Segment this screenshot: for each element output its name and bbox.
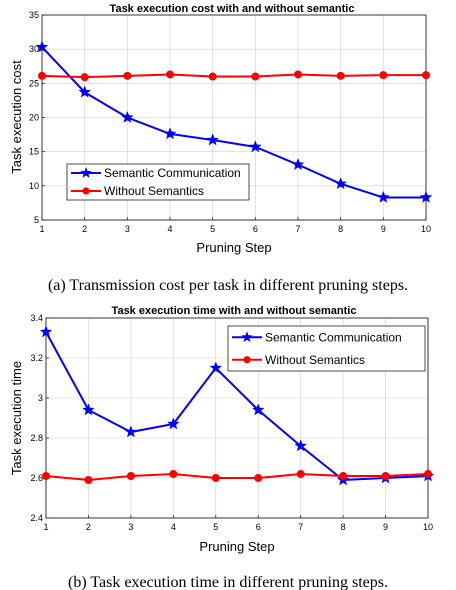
chart-cost-point-without-semantics [336, 71, 345, 80]
chart-cost-y-tick-label: 5 [34, 215, 39, 225]
chart-cost-title: Task execution cost with and without sem… [110, 3, 355, 15]
chart-cost-x-tick-label: 2 [82, 224, 87, 234]
chart-cost-y-tick-label: 25 [29, 78, 39, 88]
chart-cost-legend-label-semantic: Semantic Communication [104, 166, 241, 180]
chart-time-x-axis-label: Pruning Step [199, 539, 274, 554]
chart-cost-point-without-semantics [208, 72, 217, 81]
chart-cost-point-semantic [334, 177, 348, 190]
chart-time-point-semantic [166, 417, 180, 430]
chart-time-point-semantic [294, 439, 308, 452]
chart-time-x-tick-label: 3 [128, 522, 133, 532]
chart-cost-x-tick-label: 1 [39, 224, 44, 234]
chart-cost-point-semantic [376, 190, 390, 203]
chart-cost: Task execution cost with and without sem… [9, 3, 433, 294]
chart-time-y-tick-label: 3.4 [30, 313, 43, 323]
chart-cost-legend-box [66, 163, 250, 201]
chart-time-x-tick-label: 5 [213, 522, 218, 532]
chart-time-title: Task execution time with and without sem… [112, 305, 357, 317]
chart-cost-legend-label-without-semantics: Without Semantics [104, 184, 204, 198]
chart-time-y-axis-label: Task execution time [9, 361, 24, 475]
chart-cost-series-without-semantics-line [41, 73, 426, 79]
chart-cost-x-tick-label: 7 [295, 224, 300, 234]
chart-time-point-semantic [251, 403, 265, 416]
chart-cost-y-tick-label: 20 [29, 113, 39, 123]
chart-cost-series-semantic-line [41, 46, 426, 199]
chart-time-x-tick-label: 2 [86, 522, 91, 532]
chart-time-series-semantic-line [45, 331, 429, 481]
chart-time-point-semantic [39, 325, 53, 338]
chart-time-plot-frame [45, 317, 429, 519]
chart-time-point-semantic [209, 361, 223, 374]
chart-cost-point-without-semantics [421, 71, 430, 80]
chart-cost-point-semantic [248, 140, 262, 153]
chart-time-x-tick-label: 9 [383, 522, 388, 532]
chart-cost-point-without-semantics [251, 72, 260, 81]
chart-cost-point-semantic [291, 157, 305, 171]
chart-time-point-without-semantics [169, 469, 178, 478]
chart-time: Task execution time with and without sem… [9, 305, 435, 590]
chart-time-x-tick-label: 10 [423, 522, 433, 532]
chart-time-x-tick-label: 6 [256, 522, 261, 532]
chart-cost-point-semantic [120, 110, 134, 123]
chart-cost-point-without-semantics [165, 70, 174, 79]
chart-time-point-without-semantics [211, 473, 220, 482]
chart-time-point-without-semantics [381, 471, 390, 480]
chart-time-point-without-semantics [296, 469, 305, 478]
chart-time-legend-marker-semantic [241, 331, 253, 343]
chart-cost-point-without-semantics [80, 73, 89, 82]
chart-time-y-tick-label: 2.6 [30, 473, 43, 483]
chart-time-point-semantic [124, 425, 138, 438]
chart-cost-x-tick-label: 6 [253, 224, 258, 234]
chart-cost-point-semantic [419, 190, 433, 203]
chart-cost-x-tick-label: 3 [125, 224, 130, 234]
chart-cost-point-without-semantics [379, 71, 388, 80]
chart-time-caption: (b) Task execution time in different pru… [68, 574, 388, 590]
chart-cost-x-tick-label: 10 [421, 224, 431, 234]
chart-time-legend-label-without-semantics: Without Semantics [265, 353, 365, 367]
chart-time-y-tick-label: 3 [38, 393, 43, 403]
chart-cost-y-tick-label: 30 [29, 44, 39, 54]
chart-time-x-tick-label: 1 [43, 522, 48, 532]
chart-cost-point-without-semantics [38, 71, 47, 80]
chart-cost-point-semantic [78, 85, 92, 98]
chart-time-point-semantic [82, 403, 95, 416]
chart-cost-x-tick-label: 8 [338, 224, 343, 234]
chart-cost-point-semantic [163, 127, 177, 140]
chart-time-legend-label-semantic: Semantic Communication [265, 330, 402, 344]
chart-cost-y-tick-label: 35 [29, 10, 39, 20]
chart-time-point-without-semantics [42, 471, 51, 480]
chart-time-legend-marker-without-semantics [243, 356, 251, 364]
chart-time-point-without-semantics [84, 475, 93, 484]
chart-time-point-without-semantics [423, 469, 432, 478]
chart-time-series-without-semantics-line [45, 473, 429, 481]
chart-time-y-tick-label: 2.4 [30, 513, 43, 523]
chart-cost-x-tick-label: 4 [167, 224, 172, 234]
chart-time-point-without-semantics [339, 471, 348, 480]
chart-time-point-without-semantics [254, 473, 263, 482]
chart-cost-legend-marker-without-semantics [82, 187, 90, 195]
chart-time-y-tick-label: 2.8 [30, 433, 43, 443]
chart-time-x-tick-label: 4 [171, 522, 176, 532]
chart-cost-legend-marker-semantic [80, 167, 92, 178]
chart-cost-point-without-semantics [293, 70, 302, 79]
chart-time-y-tick-label: 3.2 [30, 353, 43, 363]
chart-cost-y-axis-label: Task execution cost [9, 60, 24, 174]
chart-cost-x-axis-label: Pruning Step [196, 240, 271, 255]
chart-cost-x-tick-label: 5 [210, 224, 215, 234]
chart-time-x-tick-label: 8 [341, 522, 346, 532]
chart-time-point-without-semantics [126, 471, 135, 480]
chart-cost-x-tick-label: 9 [381, 224, 386, 234]
chart-time-x-tick-label: 7 [298, 522, 303, 532]
chart-cost-y-tick-label: 10 [29, 181, 39, 191]
chart-cost-point-without-semantics [123, 71, 132, 80]
chart-cost-point-semantic [206, 133, 220, 146]
chart-cost-y-tick-label: 15 [29, 147, 39, 157]
chart-cost-caption: (a) Transmission cost per task in differ… [48, 277, 408, 294]
chart-cost-point-semantic [35, 40, 49, 53]
chart-time-legend-box [227, 325, 426, 372]
